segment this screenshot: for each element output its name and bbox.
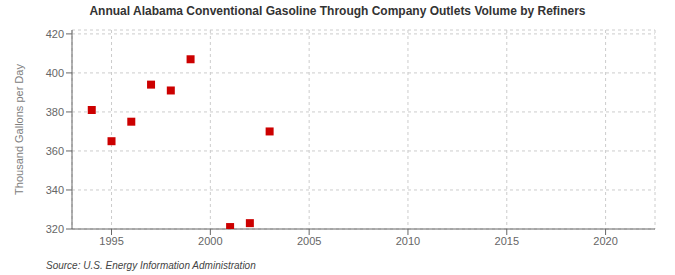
- html-text:Annual Alabama Conventional Ga: Annual Alabama Conventional Gasoline Thr…: [89, 4, 586, 18]
- svg-text:2015: 2015: [495, 235, 519, 247]
- html-text:Source: U.S. Energy Informatio: Source: U.S. Energy Information Administ…: [46, 260, 256, 271]
- svg-text:340: 340: [46, 184, 64, 196]
- svg-text:2020: 2020: [593, 235, 617, 247]
- svg-text:Thousand Gallons per Day: Thousand Gallons per Day: [13, 64, 25, 195]
- svg-text:1995: 1995: [99, 235, 123, 247]
- svg-text:360: 360: [46, 145, 64, 157]
- svg-text:380: 380: [46, 106, 64, 118]
- svg-text:420: 420: [46, 28, 64, 40]
- svg-text:2000: 2000: [198, 235, 222, 247]
- svg-text:400: 400: [46, 67, 64, 79]
- svg-text:320: 320: [46, 223, 64, 235]
- svg-text:2010: 2010: [396, 235, 420, 247]
- svg-text:2005: 2005: [297, 235, 321, 247]
